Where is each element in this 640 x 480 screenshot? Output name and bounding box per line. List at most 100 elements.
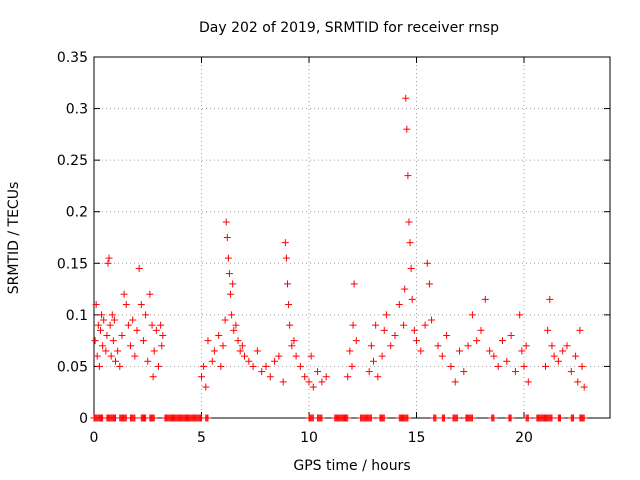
data-point xyxy=(406,239,414,247)
data-point xyxy=(100,316,108,324)
data-point xyxy=(428,316,436,324)
data-point xyxy=(563,342,571,350)
data-point xyxy=(157,321,165,329)
data-point xyxy=(349,321,357,329)
data-point xyxy=(148,321,156,329)
data-point xyxy=(135,264,143,272)
data-point xyxy=(258,368,266,376)
data-point xyxy=(234,337,242,345)
data-point xyxy=(438,352,446,360)
data-point xyxy=(159,331,167,339)
data-point xyxy=(522,342,530,350)
data-point xyxy=(296,362,304,370)
data-point xyxy=(241,352,248,360)
data-point xyxy=(404,414,412,422)
axis-ticks: 0 5 10 15 20 0 0.05 0.1 0.15 0.2 0.25 0.3 0.35 xyxy=(57,50,610,446)
data-point xyxy=(93,352,101,360)
data-point xyxy=(440,414,448,422)
data-point xyxy=(249,362,257,370)
data-point xyxy=(198,373,205,381)
data-point xyxy=(421,321,429,329)
data-point xyxy=(292,352,300,360)
data-point xyxy=(382,311,390,319)
data-point xyxy=(486,347,494,355)
data-point xyxy=(423,259,431,267)
data-point xyxy=(569,414,577,422)
data-point xyxy=(284,280,291,288)
data-point xyxy=(98,311,106,319)
data-point xyxy=(322,373,330,381)
data-point xyxy=(318,414,326,422)
data-point xyxy=(481,295,489,303)
data-point xyxy=(286,321,294,329)
data-point xyxy=(391,331,399,339)
data-point xyxy=(318,378,326,386)
data-point xyxy=(122,301,130,309)
data-point xyxy=(229,280,237,288)
chart-title: Day 202 of 2019, SRMTID for receiver rns… xyxy=(199,20,499,36)
data-point xyxy=(346,347,354,355)
y-tick-label: 0.15 xyxy=(57,256,88,272)
x-tick-label: 5 xyxy=(197,430,206,446)
data-point xyxy=(120,290,128,298)
data-point xyxy=(221,316,229,324)
data-point xyxy=(118,331,126,339)
data-point xyxy=(410,326,418,334)
data-point xyxy=(380,414,388,422)
data-point xyxy=(281,239,289,247)
data-point xyxy=(204,414,212,422)
data-point xyxy=(228,311,236,319)
data-point xyxy=(417,347,425,355)
data-point xyxy=(262,362,270,370)
y-tick-label: 0.1 xyxy=(66,308,88,324)
data-point xyxy=(380,326,388,334)
data-point xyxy=(139,337,147,345)
data-point xyxy=(144,357,152,365)
data-point xyxy=(404,172,412,180)
data-point xyxy=(129,316,137,324)
data-point xyxy=(524,414,532,422)
data-point xyxy=(544,326,552,334)
data-point xyxy=(238,342,246,350)
data-point xyxy=(352,337,360,345)
data-point xyxy=(405,218,413,226)
data-point xyxy=(464,342,472,350)
data-point xyxy=(503,357,511,365)
y-tick-label: 0.05 xyxy=(57,359,88,375)
x-tick-label: 0 xyxy=(90,430,99,446)
data-point xyxy=(133,326,141,334)
data-point xyxy=(230,326,238,334)
data-point xyxy=(104,259,112,267)
data-point xyxy=(99,342,107,350)
data-point xyxy=(473,337,481,345)
data-point xyxy=(288,342,296,350)
data-point xyxy=(344,414,352,422)
data-point xyxy=(348,362,356,370)
data-point xyxy=(152,326,160,334)
data-point xyxy=(425,280,433,288)
data-point xyxy=(114,347,122,355)
data-point xyxy=(92,301,100,309)
data-point xyxy=(374,373,382,381)
data-point xyxy=(516,311,524,319)
data-point xyxy=(494,362,502,370)
data-point xyxy=(524,378,532,386)
data-point xyxy=(96,326,104,334)
data-point xyxy=(305,378,313,386)
data-point xyxy=(227,290,235,298)
data-point xyxy=(204,337,212,345)
data-point xyxy=(432,414,440,422)
data-point xyxy=(378,352,386,360)
data-point xyxy=(557,414,565,422)
data-point xyxy=(580,383,588,391)
data-point xyxy=(401,285,409,293)
data-point xyxy=(236,347,244,355)
data-point xyxy=(275,352,283,360)
data-point xyxy=(91,337,99,345)
data-point xyxy=(434,342,442,350)
data-point xyxy=(149,373,157,381)
data-point xyxy=(507,414,515,422)
y-tick-label: 0.25 xyxy=(57,153,88,169)
data-point xyxy=(150,414,158,422)
